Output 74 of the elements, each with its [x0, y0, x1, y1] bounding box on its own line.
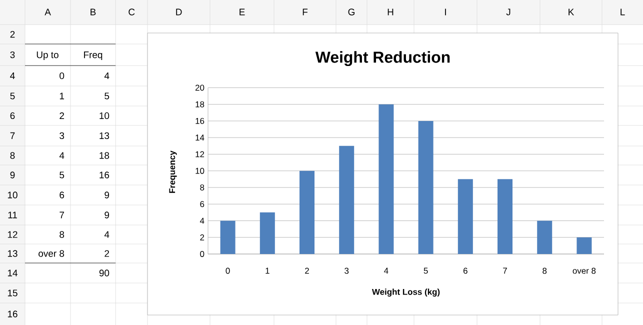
- y-tick-label: 6: [200, 201, 204, 208]
- text: 4: [104, 72, 110, 80]
- x-tick-label: 1: [266, 268, 270, 274]
- text: Freq: [84, 52, 102, 60]
- text: 8: [10, 152, 15, 159]
- x-tick-label: 6: [463, 268, 468, 274]
- text: 7: [10, 132, 15, 139]
- text: 11: [8, 212, 17, 218]
- x-tick-label: 3: [344, 268, 349, 274]
- y-axis-title: Frequency: [169, 150, 177, 193]
- text: 2: [10, 30, 15, 38]
- y-tick-label: 8: [200, 184, 204, 190]
- text: C: [128, 8, 135, 16]
- y-tick-label: 10: [196, 168, 204, 174]
- text: Up to: [36, 52, 58, 60]
- x-axis-title: Weight Loss (kg): [372, 288, 440, 297]
- text: 10: [8, 192, 18, 198]
- text: 16: [100, 172, 110, 178]
- chart-title: Weight Reduction: [315, 51, 450, 66]
- category-label: 7: [60, 212, 64, 218]
- y-tick-label: 18: [196, 101, 204, 108]
- text: 9: [10, 172, 15, 178]
- y-tick-label: 2: [200, 234, 204, 240]
- text: D: [176, 8, 182, 16]
- x-tick-label: 2: [305, 268, 309, 274]
- x-tick-label: 8: [542, 268, 547, 274]
- category-label: 6: [60, 192, 64, 198]
- text: 13: [100, 132, 110, 140]
- category-label: 1: [60, 92, 64, 100]
- x-tick-label: over 8: [572, 268, 596, 274]
- text: L: [620, 8, 625, 16]
- y-tick-label: 14: [196, 134, 204, 140]
- category-label: 2: [60, 112, 64, 119]
- text: 2: [104, 250, 110, 257]
- text: B: [90, 8, 96, 16]
- text: 4: [10, 72, 15, 80]
- text: E: [240, 8, 245, 16]
- category-label: 0: [60, 72, 64, 80]
- text: J: [506, 8, 510, 16]
- category-label: 5: [60, 172, 64, 178]
- text: G: [348, 8, 354, 16]
- x-tick-label: 4: [384, 268, 388, 274]
- text: 13: [8, 250, 18, 257]
- text: 10: [100, 112, 110, 120]
- text: 3: [10, 51, 15, 58]
- y-tick-label: 12: [196, 151, 204, 158]
- text: 4: [104, 231, 110, 238]
- category-label: over 8: [38, 250, 64, 257]
- category-label: 8: [60, 231, 64, 238]
- text: 5: [104, 92, 110, 100]
- category-label: 4: [59, 152, 64, 159]
- x-tick-label: 7: [503, 268, 507, 274]
- text: 15: [8, 290, 18, 296]
- text: 5: [10, 92, 15, 100]
- x-tick-label: 5: [424, 268, 428, 274]
- text: 18: [100, 152, 110, 159]
- text: 9: [104, 212, 110, 218]
- y-tick-label: 0: [200, 251, 204, 257]
- text: 12: [8, 231, 18, 238]
- text: 6: [10, 112, 15, 120]
- text: H: [388, 8, 394, 16]
- text: A: [44, 8, 51, 16]
- y-tick-label: 16: [196, 118, 204, 124]
- text: 90: [99, 270, 110, 276]
- x-tick-label: 0: [226, 268, 230, 274]
- text: 16: [8, 310, 18, 318]
- text: 14: [8, 270, 18, 276]
- text: F: [302, 8, 308, 16]
- text: 9: [104, 192, 110, 198]
- category-label: 3: [60, 132, 64, 140]
- y-tick-label: 4: [200, 218, 204, 224]
- text: I: [445, 8, 446, 16]
- y-tick-label: 20: [195, 84, 204, 91]
- text: K: [568, 8, 574, 16]
